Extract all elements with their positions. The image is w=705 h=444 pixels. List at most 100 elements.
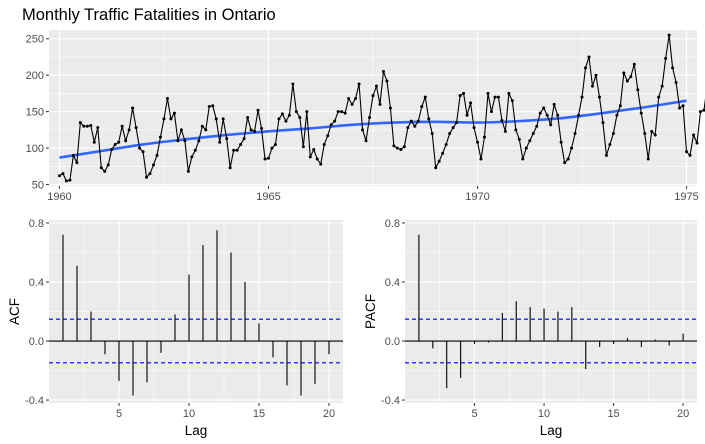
- data-point: [277, 117, 281, 121]
- data-point: [214, 117, 218, 121]
- data-point: [319, 162, 323, 166]
- data-point: [141, 150, 145, 154]
- x-tick-label: 5: [116, 408, 122, 420]
- data-point: [186, 169, 190, 173]
- data-point: [207, 105, 211, 109]
- data-point: [368, 115, 372, 119]
- data-point: [361, 128, 365, 132]
- time-series-axes: 1960 1965 1970 1975 50 100 150 200 250: [26, 34, 699, 203]
- data-point: [514, 128, 518, 132]
- data-point: [145, 175, 149, 179]
- y-tick-label: 0.0: [385, 336, 400, 348]
- data-point: [218, 140, 222, 144]
- data-point: [441, 151, 445, 155]
- y-tick-label: 100: [26, 143, 44, 155]
- data-point: [563, 161, 567, 165]
- x-axis-title: Lag: [540, 423, 563, 438]
- data-point: [597, 95, 601, 99]
- data-point: [625, 79, 629, 83]
- y-tick-label: -0.4: [381, 395, 400, 407]
- data-point: [528, 139, 532, 143]
- data-point: [486, 91, 490, 95]
- data-point: [64, 179, 68, 183]
- time-series-grid: [49, 30, 697, 186]
- data-point: [552, 102, 556, 106]
- data-point: [127, 128, 131, 132]
- data-point: [124, 139, 128, 143]
- data-point: [134, 126, 138, 130]
- data-point: [643, 132, 647, 136]
- x-tick-label: 5: [471, 408, 477, 420]
- data-point: [371, 94, 375, 98]
- pacf-panel: 5 10 15 20 -0.4 0.0 0.4 0.8 Lag PACF: [363, 218, 697, 438]
- data-point: [590, 84, 594, 88]
- data-point: [653, 133, 657, 137]
- data-point: [357, 82, 361, 86]
- y-tick-label: 0.8: [385, 218, 400, 230]
- data-point: [657, 95, 661, 99]
- data-point: [92, 140, 96, 144]
- data-point: [200, 124, 204, 128]
- data-point: [465, 113, 469, 117]
- data-point: [427, 117, 431, 121]
- data-point: [106, 163, 110, 167]
- data-point: [340, 110, 344, 114]
- data-point: [674, 80, 678, 84]
- data-point: [472, 126, 476, 130]
- data-point: [559, 140, 563, 144]
- data-point: [469, 101, 473, 105]
- data-point: [260, 126, 264, 130]
- data-point: [545, 113, 549, 117]
- data-point: [455, 121, 459, 125]
- data-point: [378, 102, 382, 106]
- y-tick-label: 150: [26, 107, 44, 119]
- data-point: [580, 95, 584, 99]
- data-point: [103, 169, 107, 173]
- data-point: [298, 115, 302, 119]
- data-point: [179, 128, 183, 132]
- data-point: [402, 145, 406, 149]
- data-point: [270, 146, 274, 150]
- data-point: [374, 84, 378, 88]
- data-point: [131, 106, 135, 110]
- data-point: [632, 62, 636, 66]
- data-point: [420, 105, 424, 109]
- x-tick-label: 20: [677, 408, 689, 420]
- data-point: [681, 104, 685, 108]
- data-point: [622, 71, 626, 75]
- data-point: [503, 129, 507, 133]
- data-point: [287, 113, 291, 117]
- data-point: [211, 104, 215, 108]
- smooth-trend-line: [59, 99, 687, 159]
- data-point: [172, 111, 176, 115]
- x-tick-label: 1970: [465, 191, 489, 203]
- data-point: [413, 124, 417, 128]
- data-point: [294, 110, 298, 114]
- data-point: [618, 104, 622, 108]
- data-point: [263, 157, 267, 161]
- data-point: [524, 146, 528, 150]
- data-point: [493, 95, 497, 99]
- data-point: [566, 157, 570, 161]
- y-axis-title: PACF: [363, 294, 378, 329]
- data-point: [577, 113, 581, 117]
- data-point: [500, 118, 504, 122]
- data-point: [246, 115, 250, 119]
- x-tick-label: 10: [183, 408, 195, 420]
- data-point: [538, 111, 542, 115]
- data-point: [96, 126, 100, 130]
- data-point: [312, 148, 316, 152]
- x-tick-label: 15: [253, 408, 265, 420]
- data-point: [301, 145, 305, 149]
- data-point: [381, 70, 385, 74]
- acf-axes: 5 10 15 20 -0.4 0.0 0.4 0.8 Lag ACF: [7, 218, 335, 438]
- data-point: [305, 110, 309, 114]
- data-point: [249, 128, 253, 132]
- time-series-panel: 1960 1965 1970 1975 50 100 150 200 250: [26, 30, 705, 203]
- data-point: [75, 161, 79, 165]
- data-point: [239, 142, 243, 146]
- data-point: [517, 137, 521, 141]
- x-tick-label: 1965: [256, 191, 280, 203]
- data-point: [221, 117, 225, 121]
